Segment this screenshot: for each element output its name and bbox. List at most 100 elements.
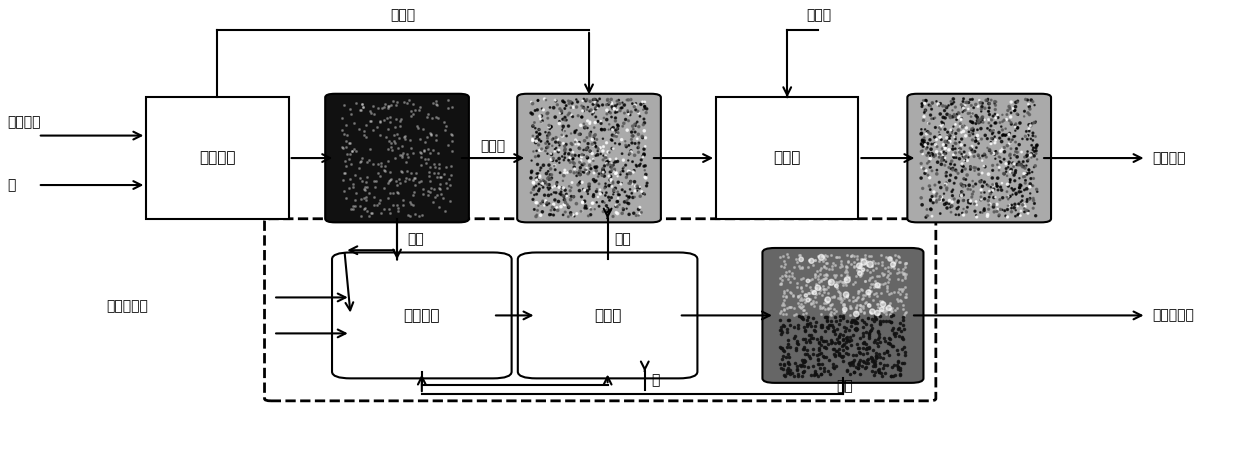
Point — [393, 143, 413, 150]
Point — [1021, 175, 1040, 182]
Point — [580, 118, 600, 125]
Point — [777, 287, 797, 294]
Point — [963, 104, 983, 111]
Point — [532, 146, 552, 153]
Point — [613, 210, 632, 217]
Point — [570, 167, 590, 175]
Point — [825, 305, 844, 313]
Point — [792, 304, 812, 311]
Point — [526, 213, 546, 220]
Point — [567, 136, 587, 143]
Point — [846, 305, 866, 312]
Point — [441, 171, 461, 178]
Point — [363, 103, 383, 110]
Point — [1016, 203, 1035, 210]
Point — [920, 197, 940, 204]
Point — [784, 305, 804, 312]
Point — [999, 152, 1019, 159]
Point — [634, 121, 653, 129]
Point — [802, 297, 822, 304]
Point — [1006, 99, 1025, 106]
Point — [923, 167, 942, 175]
Point — [601, 183, 621, 190]
Point — [911, 194, 931, 202]
Point — [588, 97, 608, 105]
Point — [774, 306, 794, 313]
Point — [848, 312, 868, 319]
Point — [538, 115, 558, 122]
Point — [578, 212, 598, 220]
Point — [971, 108, 991, 115]
Point — [527, 191, 547, 198]
Point — [911, 141, 931, 148]
Point — [921, 106, 941, 113]
Point — [833, 279, 853, 286]
Point — [956, 132, 976, 139]
Point — [810, 271, 830, 278]
Point — [931, 184, 951, 191]
Point — [423, 100, 443, 107]
Point — [864, 278, 884, 285]
Point — [889, 268, 909, 276]
Point — [420, 149, 440, 156]
Point — [873, 318, 893, 325]
Point — [563, 193, 583, 200]
Point — [625, 178, 645, 185]
Point — [599, 108, 619, 115]
Point — [961, 113, 981, 120]
Point — [852, 255, 872, 262]
Point — [620, 96, 640, 103]
Point — [962, 193, 982, 201]
Point — [883, 324, 903, 331]
Point — [833, 352, 853, 359]
Point — [849, 263, 869, 270]
Point — [616, 205, 636, 212]
Point — [859, 302, 879, 309]
Point — [914, 134, 934, 141]
Point — [578, 187, 598, 194]
Point — [944, 153, 963, 161]
Point — [601, 177, 621, 184]
Point — [971, 209, 991, 216]
Point — [868, 367, 888, 374]
Point — [631, 209, 651, 216]
Point — [961, 102, 981, 109]
Point — [625, 129, 645, 136]
Point — [836, 280, 856, 287]
Point — [857, 329, 877, 336]
Point — [858, 290, 878, 297]
Point — [405, 211, 425, 218]
Point — [335, 157, 355, 165]
Point — [838, 296, 858, 304]
Point — [817, 324, 837, 331]
Point — [424, 169, 444, 176]
Text: 砕酸产品: 砕酸产品 — [1153, 151, 1187, 165]
Point — [771, 327, 791, 334]
Point — [858, 300, 878, 308]
Point — [967, 137, 987, 144]
Text: 酸化结晶: 酸化结晶 — [200, 151, 236, 166]
Point — [605, 170, 625, 177]
Point — [813, 282, 833, 290]
Point — [634, 151, 653, 158]
Point — [929, 102, 949, 110]
Point — [963, 130, 983, 138]
Point — [412, 211, 432, 218]
Point — [981, 190, 1001, 198]
Point — [1006, 120, 1025, 128]
Point — [1013, 163, 1033, 170]
Point — [410, 135, 430, 143]
Point — [959, 128, 978, 135]
Point — [825, 281, 844, 289]
Point — [556, 114, 575, 121]
Point — [792, 372, 812, 379]
Point — [590, 150, 610, 157]
Point — [569, 152, 589, 160]
Point — [356, 197, 376, 204]
Point — [583, 200, 603, 207]
Point — [895, 260, 915, 267]
Point — [582, 165, 601, 172]
Point — [997, 188, 1017, 195]
Point — [770, 327, 790, 334]
Point — [873, 280, 893, 287]
